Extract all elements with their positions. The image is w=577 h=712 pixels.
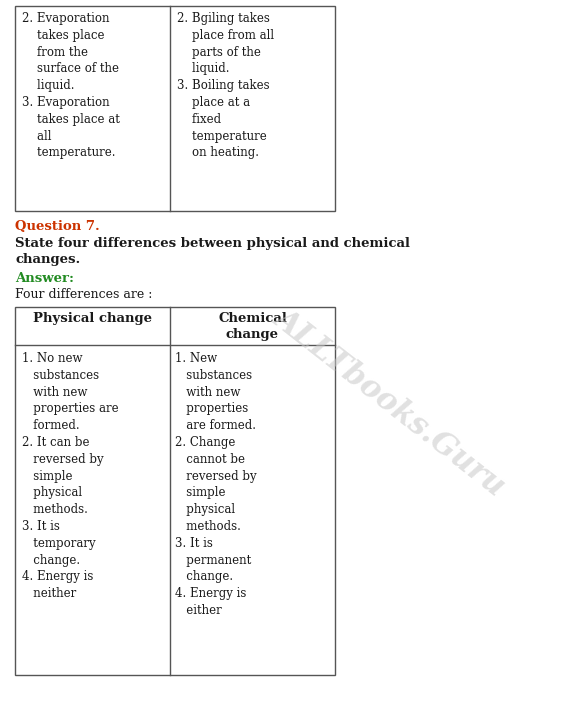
- Text: 1. New
   substances
   with new
   properties
   are formed.
2. Change
   canno: 1. New substances with new properties ar…: [175, 352, 257, 617]
- Text: 1. No new
   substances
   with new
   properties are
   formed.
2. It can be
  : 1. No new substances with new properties…: [22, 352, 119, 600]
- Text: Question 7.: Question 7.: [15, 220, 100, 233]
- Text: Four differences are :: Four differences are :: [15, 288, 152, 301]
- Bar: [15, 6, 335, 211]
- Text: Chemical
change: Chemical change: [218, 312, 287, 341]
- Text: 2. Evaporation
    takes place
    from the
    surface of the
    liquid.
3. Ev: 2. Evaporation takes place from the surf…: [22, 12, 120, 159]
- Text: State four differences between physical and chemical
changes.: State four differences between physical …: [15, 237, 410, 266]
- Text: 2. Bgiling takes
    place from all
    parts of the
    liquid.
3. Boiling take: 2. Bgiling takes place from all parts of…: [177, 12, 274, 159]
- Bar: [15, 307, 335, 675]
- Text: ALLTbooks.Guru: ALLTbooks.Guru: [268, 303, 512, 502]
- Text: Physical change: Physical change: [33, 312, 152, 325]
- Text: Answer:: Answer:: [15, 272, 74, 285]
